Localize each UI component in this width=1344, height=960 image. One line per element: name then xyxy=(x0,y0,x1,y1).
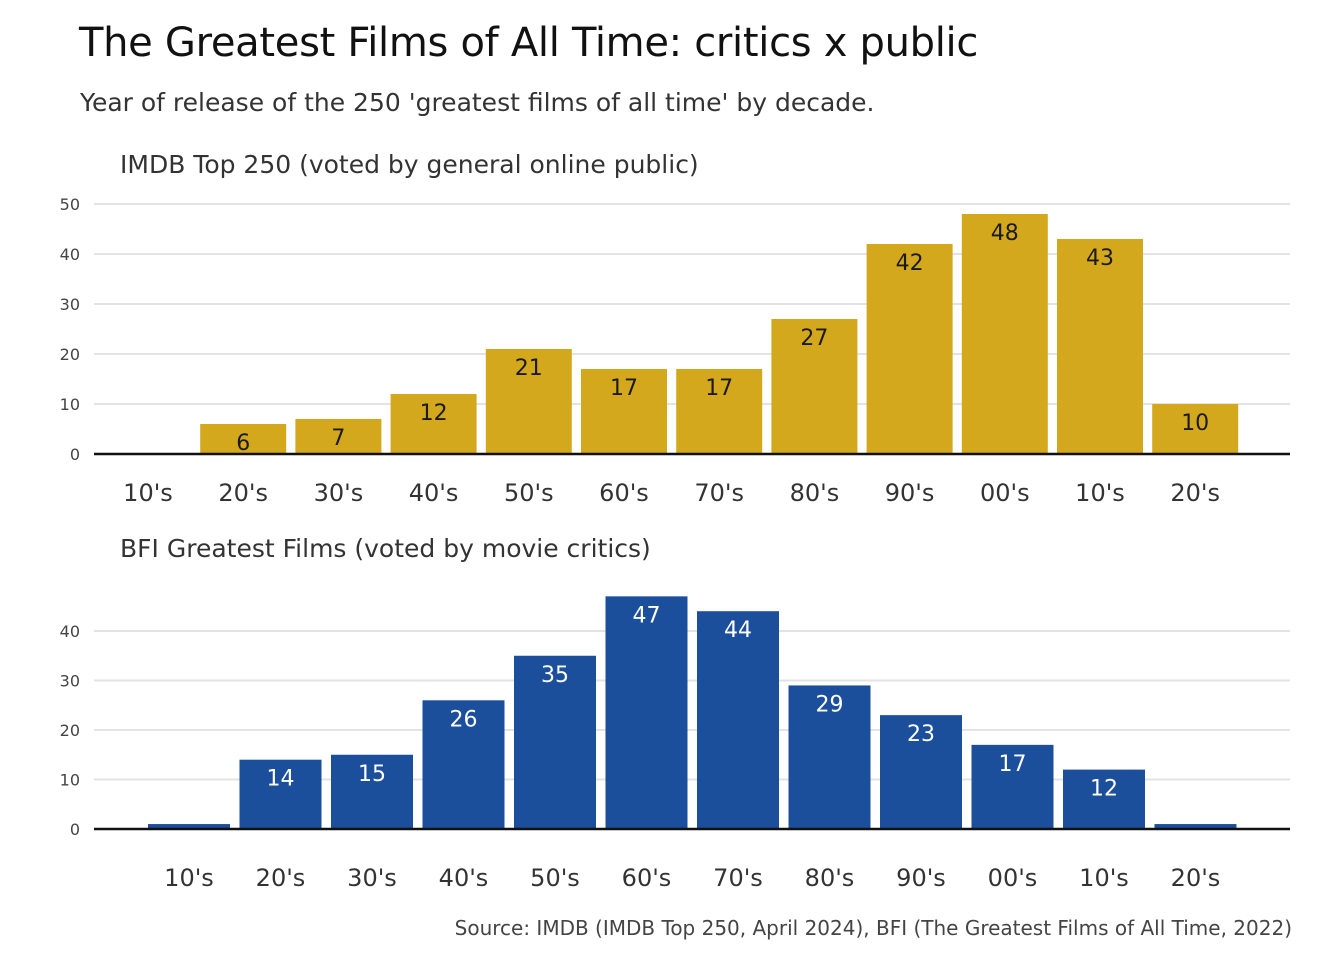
bfi-x-tick-label: 30's xyxy=(347,864,397,892)
imdb-value-label: 43 xyxy=(1086,246,1114,271)
imdb-bar xyxy=(1152,404,1239,454)
imdb-x-tick-label: 10's xyxy=(123,479,173,507)
imdb-x-tick-label: 20's xyxy=(1170,479,1220,507)
bfi-value-label: 17 xyxy=(999,752,1027,777)
bfi-bar xyxy=(1063,769,1145,829)
bfi-x-tick-label: 20's xyxy=(1171,864,1221,892)
imdb-bar xyxy=(1057,239,1143,454)
bfi-bar xyxy=(788,685,871,829)
page-subtitle: Year of release of the 250 'greatest fil… xyxy=(80,88,875,117)
bfi-bar xyxy=(971,744,1054,829)
imdb-x-tick-label: 40's xyxy=(409,479,459,507)
bfi-x-tick-label: 10's xyxy=(1079,864,1129,892)
imdb-y-tick-label: 20 xyxy=(60,345,80,364)
imdb-bar xyxy=(485,349,572,454)
bfi-bar xyxy=(331,754,413,829)
imdb-x-tick-label: 30's xyxy=(314,479,364,507)
imdb-value-label: 6 xyxy=(236,431,250,456)
imdb-bar xyxy=(771,319,858,454)
bfi-bar xyxy=(422,700,505,829)
imdb-bar xyxy=(200,424,287,454)
imdb-y-tick-label: 10 xyxy=(60,395,80,414)
bfi-value-label: 47 xyxy=(633,603,661,628)
imdb-x-tick-label: 70's xyxy=(694,479,744,507)
bfi-value-label: 12 xyxy=(1090,777,1118,802)
bfi-value-label: 15 xyxy=(358,762,386,787)
imdb-y-tick-label: 0 xyxy=(70,445,80,464)
bfi-x-tick-label: 70's xyxy=(713,864,763,892)
imdb-value-label: 7 xyxy=(331,426,345,451)
imdb-bar xyxy=(866,244,953,454)
bfi-y-tick-label: 40 xyxy=(60,622,80,641)
imdb-x-tick-label: 80's xyxy=(790,479,840,507)
bfi-x-tick-label: 90's xyxy=(896,864,946,892)
bfi-bar xyxy=(697,611,779,829)
imdb-bar xyxy=(581,369,667,454)
imdb-chart-title: IMDB Top 250 (voted by general online pu… xyxy=(120,150,699,179)
bfi-bar xyxy=(514,655,596,829)
imdb-value-label: 17 xyxy=(610,376,638,401)
bfi-bar xyxy=(148,824,230,829)
imdb-value-label: 48 xyxy=(991,221,1019,246)
source-note: Source: IMDB (IMDB Top 250, April 2024),… xyxy=(454,916,1292,940)
page-title: The Greatest Films of All Time: critics … xyxy=(79,20,979,66)
bfi-x-tick-label: 50's xyxy=(530,864,580,892)
bfi-bar xyxy=(880,715,962,829)
bfi-chart-title: BFI Greatest Films (voted by movie criti… xyxy=(120,534,651,563)
bfi-x-tick-label: 80's xyxy=(805,864,855,892)
bfi-value-label: 23 xyxy=(907,722,935,747)
imdb-value-label: 17 xyxy=(705,376,733,401)
bfi-y-tick-label: 20 xyxy=(60,721,80,740)
imdb-value-label: 27 xyxy=(800,326,828,351)
imdb-value-label: 12 xyxy=(420,401,448,426)
imdb-x-tick-label: 00's xyxy=(980,479,1030,507)
imdb-y-tick-label: 30 xyxy=(60,295,80,314)
imdb-bar xyxy=(676,369,763,454)
bfi-x-tick-label: 10's xyxy=(164,864,214,892)
bfi-x-tick-label: 00's xyxy=(988,864,1038,892)
imdb-value-label: 10 xyxy=(1181,411,1209,436)
bfi-x-tick-label: 20's xyxy=(256,864,306,892)
imdb-bar-chart: 0 10 20 30 40 50 10's 6 20's 7 30's 12 40's 21 50's 17 6… xyxy=(60,195,1290,507)
bfi-value-label: 44 xyxy=(724,618,752,643)
bfi-value-label: 26 xyxy=(450,707,478,732)
bfi-value-label: 14 xyxy=(267,767,295,792)
bfi-y-tick-label: 10 xyxy=(60,771,80,790)
imdb-x-tick-label: 90's xyxy=(885,479,935,507)
bfi-x-tick-label: 60's xyxy=(622,864,672,892)
bfi-value-label: 29 xyxy=(816,692,844,717)
imdb-x-tick-label: 10's xyxy=(1075,479,1125,507)
imdb-bar xyxy=(390,394,477,454)
bfi-value-label: 35 xyxy=(541,663,569,688)
imdb-value-label: 21 xyxy=(515,356,543,381)
imdb-y-tick-label: 40 xyxy=(60,245,80,264)
bfi-bar xyxy=(605,596,688,829)
bfi-y-tick-label: 30 xyxy=(60,672,80,691)
imdb-value-label: 42 xyxy=(896,251,924,276)
bfi-bar xyxy=(1154,824,1237,829)
imdb-x-tick-label: 60's xyxy=(599,479,649,507)
imdb-y-tick-label: 50 xyxy=(60,195,80,214)
bfi-x-tick-label: 40's xyxy=(439,864,489,892)
bfi-y-tick-label: 0 xyxy=(70,820,80,839)
imdb-x-tick-label: 50's xyxy=(504,479,554,507)
bfi-bar-chart: 0 10 20 30 40 10's 14 20's 15 30's 26 40's 35 50's 47 6… xyxy=(60,596,1290,892)
imdb-x-tick-label: 20's xyxy=(218,479,268,507)
bfi-bar xyxy=(239,759,322,829)
imdb-bar xyxy=(961,214,1048,454)
imdb-bar xyxy=(295,419,382,454)
